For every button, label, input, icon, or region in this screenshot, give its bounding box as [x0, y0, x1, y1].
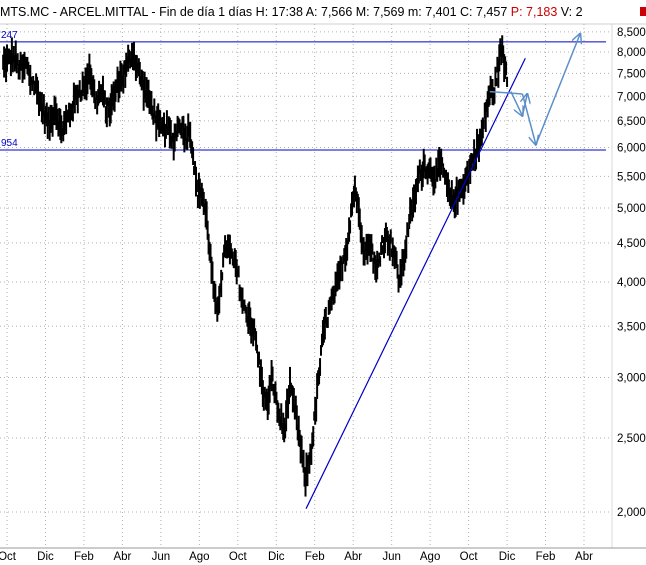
x-tick-label: Dic	[37, 551, 54, 563]
y-tick-label: 7,500	[617, 68, 646, 80]
y-tick-label: 3,500	[617, 321, 646, 333]
x-tick-label: Ago	[189, 551, 209, 563]
grid-layer	[0, 24, 612, 548]
price-series	[2, 35, 509, 497]
header-fields: H: 17:38 A: 7,566 M: 7,569 m: 7,401 C: 7…	[256, 5, 583, 19]
y-tick-label: 2,000	[617, 507, 646, 519]
chart-header-text: MTS.MC - ARCEL.MITTAL - Fin de día 1 día…	[0, 5, 583, 19]
x-tick-label: Oct	[229, 551, 248, 563]
horizontal-levels: 247 954	[0, 30, 606, 151]
header-field-p: P: 7,183	[507, 5, 557, 19]
x-tick-label: Ago	[420, 551, 440, 563]
x-tick-label: Abr	[113, 551, 131, 563]
projection-arrow-short	[522, 94, 527, 116]
y-tick-label: 7,000	[617, 91, 646, 103]
x-tick-label: Abr	[575, 551, 593, 563]
projection-arrow	[521, 93, 535, 145]
header-name: ARCEL.MITTAL	[60, 5, 149, 19]
y-tick-label: 4,000	[617, 277, 646, 289]
y-tick-label: 6,500	[617, 116, 646, 128]
projection-arrow	[535, 34, 580, 145]
header-field-m: M: 7,569	[352, 5, 404, 19]
y-tick-label: 4,500	[617, 238, 646, 250]
header-bar: MTS.MC - ARCEL.MITTAL - Fin de día 1 día…	[0, 5, 646, 19]
header-field-a: A: 7,566	[303, 5, 352, 19]
header-field-c: C: 7,457	[457, 5, 508, 19]
y-tick-label: 6,000	[617, 142, 646, 154]
x-tick-label: Dic	[499, 551, 516, 563]
level-label: 247	[1, 30, 18, 41]
level-label: 954	[1, 138, 18, 149]
header-field-m: m: 7,401	[404, 5, 456, 19]
x-tick-label: Oct	[460, 551, 479, 563]
x-tick-label: Feb	[74, 551, 94, 563]
y-tick-label: 8,000	[617, 47, 646, 59]
y-tick-label: 2,500	[617, 433, 646, 445]
y-axis: 2,000 2,500 3,000 3,500 4,000 4,500 5,000 5,500…	[611, 24, 646, 548]
x-tick-label: Feb	[536, 551, 556, 563]
y-tick-label: 3,000	[617, 372, 646, 384]
header-field-h: H: 17:38	[256, 5, 303, 19]
x-tick-label: Oct	[0, 551, 17, 563]
y-tick-label: 5,000	[617, 203, 646, 215]
header-period: Fin de día 1 días	[159, 5, 252, 19]
y-tick-label: 8,500	[617, 27, 646, 39]
trendline	[305, 58, 526, 509]
projection-arrow-short	[510, 91, 523, 116]
projection-arrow	[489, 90, 523, 95]
x-tick-label: Jun	[152, 551, 171, 563]
header-overflow-marker	[640, 7, 646, 16]
x-tick-label: Jun	[382, 551, 401, 563]
x-tick-label: Dic	[268, 551, 285, 563]
header-field-v: V: 2	[557, 5, 582, 19]
trendline-layer	[305, 58, 526, 509]
x-axis: Oct Dic Feb Abr Jun Ago Oct Dic Feb Abr Jun Ago Oct D…	[0, 547, 646, 563]
projection-layer	[489, 34, 580, 145]
x-tick-label: Abr	[344, 551, 362, 563]
y-tick-label: 5,500	[617, 171, 646, 183]
header-symbol: MTS.MC	[0, 5, 49, 19]
x-tick-label: Feb	[305, 551, 325, 563]
